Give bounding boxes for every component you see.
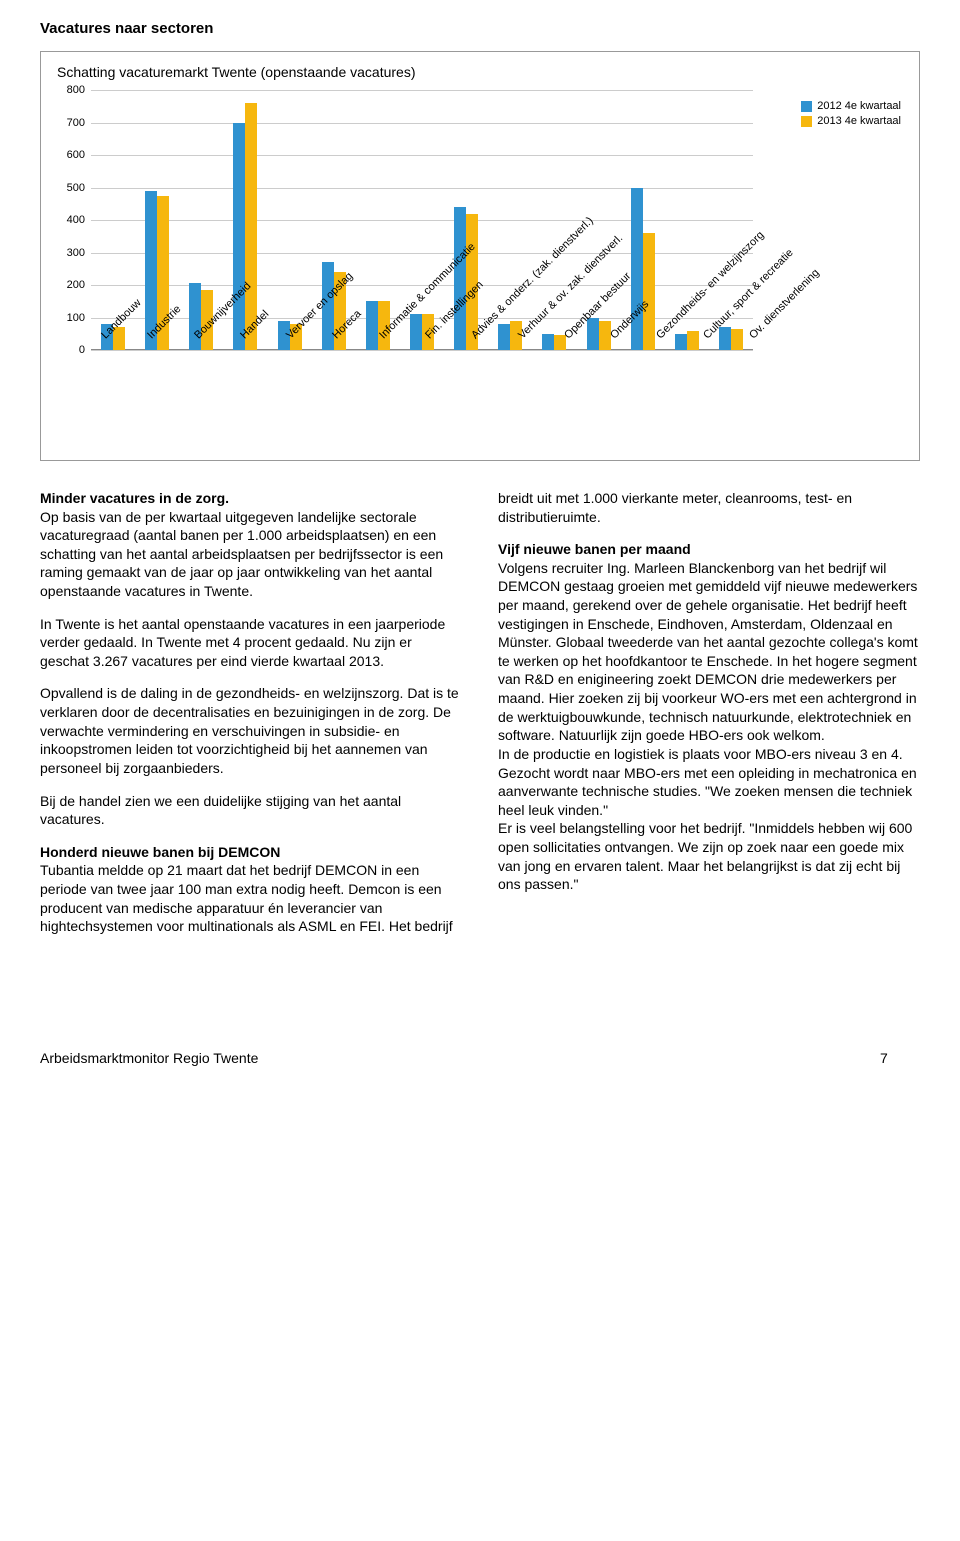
chart-legend: 2012 4e kwartaal 2013 4e kwartaal	[801, 100, 901, 130]
legend-swatch	[801, 116, 812, 127]
para-r3: Er is veel belangstelling voor het bedri…	[498, 820, 912, 892]
chart-x-label: Informatie & communicatie	[377, 330, 388, 341]
chart-x-label: Verhuur & ov. zak. dienstverl.	[516, 330, 527, 341]
chart-x-label: Landbouw	[99, 330, 110, 341]
chart-x-labels: Landbouw Industrie Bouwnijverheid Handel Ver…	[75, 324, 769, 434]
left-column: Minder vacatures in de zorg. Op basis va…	[40, 489, 462, 950]
chart-ytick: 400	[57, 214, 85, 226]
chart-x-label: Horeca	[331, 330, 342, 341]
chart-x-label: Handel	[238, 330, 249, 341]
right-column: breidt uit met 1.000 vierkante meter, cl…	[498, 489, 920, 950]
para-r2: In de productie en logistiek is plaats v…	[498, 746, 917, 818]
subheading-demcon: Honderd nieuwe banen bij DEMCON	[40, 844, 280, 860]
chart-x-label: Advies & onderz. (zak. dienstverl.)	[469, 330, 480, 341]
para-l3: Opvallend is de daling in de gezondheids…	[40, 684, 462, 777]
subheading-vijf: Vijf nieuwe banen per maand	[498, 541, 691, 557]
chart-ytick: 500	[57, 182, 85, 194]
legend-label: 2013 4e kwartaal	[817, 115, 901, 127]
chart-plot-area: 0100200300400500600700800	[91, 90, 753, 350]
legend-item: 2012 4e kwartaal	[801, 100, 901, 112]
para-l4: Bij de handel zien we een duidelijke sti…	[40, 792, 462, 829]
para-l1: Op basis van de per kwartaal uitgegeven …	[40, 509, 443, 599]
chart-x-label: Ov. dienstverlening	[747, 330, 758, 341]
chart-ytick: 800	[57, 84, 85, 96]
legend-item: 2013 4e kwartaal	[801, 115, 901, 127]
chart-ytick: 200	[57, 279, 85, 291]
chart-title: Schatting vacaturemarkt Twente (openstaa…	[57, 64, 903, 80]
chart-ytick: 600	[57, 149, 85, 161]
subheading-zorg: Minder vacatures in de zorg.	[40, 490, 229, 506]
chart-ytick: 700	[57, 117, 85, 129]
chart-x-label: Fin. instellingen	[423, 330, 434, 341]
para-l2: In Twente is het aantal openstaande vaca…	[40, 615, 462, 671]
chart-x-label: Onderwijs	[608, 330, 619, 341]
para-r0: breidt uit met 1.000 vierkante meter, cl…	[498, 489, 920, 526]
page-title: Vacatures naar sectoren	[40, 20, 920, 37]
chart-x-label: Bouwnijverheid	[192, 330, 203, 341]
chart-x-label: Industrie	[146, 330, 157, 341]
chart-container: Schatting vacaturemarkt Twente (openstaa…	[40, 51, 920, 461]
chart-ytick: 100	[57, 312, 85, 324]
legend-label: 2012 4e kwartaal	[817, 100, 901, 112]
chart-x-label: Gezondheids- en welzijnszorg	[654, 330, 665, 341]
text-columns: Minder vacatures in de zorg. Op basis va…	[40, 489, 920, 950]
para-r1: Volgens recruiter Ing. Marleen Blanckenb…	[498, 560, 918, 743]
chart-x-label: Openbaar bestuur	[562, 330, 573, 341]
bar	[233, 123, 245, 351]
chart-x-label: Cultuur, sport & recreatie	[701, 330, 712, 341]
chart-x-label: Vervoer en opslag	[284, 330, 295, 341]
bar	[245, 103, 257, 350]
legend-swatch	[801, 101, 812, 112]
chart-ytick: 300	[57, 247, 85, 259]
para-l5: Tubantia meldde op 21 maart dat het bedr…	[40, 862, 453, 934]
footer-title: Arbeidsmarktmonitor Regio Twente	[40, 1050, 880, 1066]
footer-page-number: 7	[880, 1050, 920, 1066]
page-footer: Arbeidsmarktmonitor Regio Twente 7	[40, 1050, 920, 1066]
bar-group	[356, 90, 400, 350]
